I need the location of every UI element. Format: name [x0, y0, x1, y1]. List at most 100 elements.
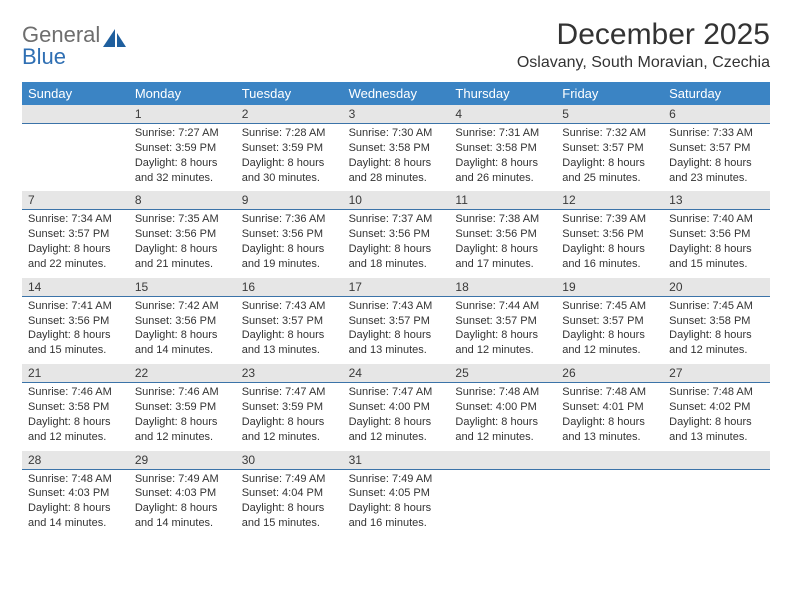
page-title: December 2025	[517, 18, 770, 52]
daylight-text: Daylight: 8 hours and 12 minutes.	[669, 328, 764, 358]
day-content: Sunrise: 7:42 AMSunset: 3:56 PMDaylight:…	[129, 297, 236, 364]
day-cell: 20Sunrise: 7:45 AMSunset: 3:58 PMDayligh…	[663, 278, 770, 364]
day-number: 7	[22, 191, 129, 210]
daylight-text: Daylight: 8 hours and 15 minutes.	[242, 501, 337, 531]
sunset-text: Sunset: 3:59 PM	[242, 141, 337, 156]
sunset-text: Sunset: 3:58 PM	[455, 141, 550, 156]
day-content: Sunrise: 7:31 AMSunset: 3:58 PMDaylight:…	[449, 124, 556, 191]
sunset-text: Sunset: 4:04 PM	[242, 486, 337, 501]
day-content: Sunrise: 7:48 AMSunset: 4:03 PMDaylight:…	[22, 470, 129, 537]
sunset-text: Sunset: 4:03 PM	[28, 486, 123, 501]
day-header: Saturday	[663, 82, 770, 105]
day-content: Sunrise: 7:44 AMSunset: 3:57 PMDaylight:…	[449, 297, 556, 364]
sunset-text: Sunset: 3:56 PM	[28, 314, 123, 329]
week-row: 1Sunrise: 7:27 AMSunset: 3:59 PMDaylight…	[22, 105, 770, 191]
sunset-text: Sunset: 4:00 PM	[455, 400, 550, 415]
sunrise-text: Sunrise: 7:39 AM	[562, 212, 657, 227]
day-content: Sunrise: 7:45 AMSunset: 3:57 PMDaylight:…	[556, 297, 663, 364]
day-content: Sunrise: 7:49 AMSunset: 4:04 PMDaylight:…	[236, 470, 343, 537]
sunrise-text: Sunrise: 7:44 AM	[455, 299, 550, 314]
sunrise-text: Sunrise: 7:48 AM	[455, 385, 550, 400]
logo-text-2: Blue	[22, 44, 66, 69]
sunset-text: Sunset: 3:57 PM	[562, 141, 657, 156]
day-content	[556, 470, 663, 478]
daylight-text: Daylight: 8 hours and 18 minutes.	[349, 242, 444, 272]
day-content: Sunrise: 7:46 AMSunset: 3:59 PMDaylight:…	[129, 383, 236, 450]
day-number: 10	[343, 191, 450, 210]
calendar: SundayMondayTuesdayWednesdayThursdayFrid…	[22, 82, 770, 537]
day-content: Sunrise: 7:40 AMSunset: 3:56 PMDaylight:…	[663, 210, 770, 277]
sunrise-text: Sunrise: 7:49 AM	[349, 472, 444, 487]
day-number	[556, 451, 663, 470]
day-cell: 29Sunrise: 7:49 AMSunset: 4:03 PMDayligh…	[129, 451, 236, 537]
day-content	[22, 124, 129, 132]
daylight-text: Daylight: 8 hours and 14 minutes.	[28, 501, 123, 531]
day-cell: 22Sunrise: 7:46 AMSunset: 3:59 PMDayligh…	[129, 364, 236, 450]
day-content: Sunrise: 7:46 AMSunset: 3:58 PMDaylight:…	[22, 383, 129, 450]
sunset-text: Sunset: 3:59 PM	[242, 400, 337, 415]
day-cell	[449, 451, 556, 537]
sunset-text: Sunset: 3:56 PM	[349, 227, 444, 242]
sunset-text: Sunset: 3:57 PM	[349, 314, 444, 329]
sunrise-text: Sunrise: 7:46 AM	[28, 385, 123, 400]
day-number: 19	[556, 278, 663, 297]
daylight-text: Daylight: 8 hours and 25 minutes.	[562, 156, 657, 186]
day-number: 24	[343, 364, 450, 383]
daylight-text: Daylight: 8 hours and 13 minutes.	[349, 328, 444, 358]
day-content: Sunrise: 7:32 AMSunset: 3:57 PMDaylight:…	[556, 124, 663, 191]
daylight-text: Daylight: 8 hours and 12 minutes.	[135, 415, 230, 445]
day-cell: 11Sunrise: 7:38 AMSunset: 3:56 PMDayligh…	[449, 191, 556, 277]
title-block: December 2025 Oslavany, South Moravian, …	[517, 18, 770, 72]
sunrise-text: Sunrise: 7:27 AM	[135, 126, 230, 141]
sunrise-text: Sunrise: 7:41 AM	[28, 299, 123, 314]
daylight-text: Daylight: 8 hours and 28 minutes.	[349, 156, 444, 186]
daylight-text: Daylight: 8 hours and 13 minutes.	[242, 328, 337, 358]
sunset-text: Sunset: 3:58 PM	[349, 141, 444, 156]
day-number: 3	[343, 105, 450, 124]
day-cell: 9Sunrise: 7:36 AMSunset: 3:56 PMDaylight…	[236, 191, 343, 277]
daylight-text: Daylight: 8 hours and 15 minutes.	[669, 242, 764, 272]
day-content: Sunrise: 7:27 AMSunset: 3:59 PMDaylight:…	[129, 124, 236, 191]
daylight-text: Daylight: 8 hours and 22 minutes.	[28, 242, 123, 272]
sunset-text: Sunset: 3:58 PM	[28, 400, 123, 415]
sunrise-text: Sunrise: 7:43 AM	[242, 299, 337, 314]
day-number: 11	[449, 191, 556, 210]
daylight-text: Daylight: 8 hours and 23 minutes.	[669, 156, 764, 186]
sunrise-text: Sunrise: 7:30 AM	[349, 126, 444, 141]
sunset-text: Sunset: 3:56 PM	[135, 227, 230, 242]
sunrise-text: Sunrise: 7:42 AM	[135, 299, 230, 314]
day-header: Wednesday	[343, 82, 450, 105]
sunrise-text: Sunrise: 7:31 AM	[455, 126, 550, 141]
day-content: Sunrise: 7:30 AMSunset: 3:58 PMDaylight:…	[343, 124, 450, 191]
day-number: 9	[236, 191, 343, 210]
header: General Blue December 2025 Oslavany, Sou…	[22, 18, 770, 72]
day-number: 28	[22, 451, 129, 470]
sunset-text: Sunset: 4:03 PM	[135, 486, 230, 501]
sunrise-text: Sunrise: 7:28 AM	[242, 126, 337, 141]
day-content: Sunrise: 7:38 AMSunset: 3:56 PMDaylight:…	[449, 210, 556, 277]
day-cell: 17Sunrise: 7:43 AMSunset: 3:57 PMDayligh…	[343, 278, 450, 364]
day-content: Sunrise: 7:39 AMSunset: 3:56 PMDaylight:…	[556, 210, 663, 277]
day-number	[663, 451, 770, 470]
day-number: 15	[129, 278, 236, 297]
day-cell: 25Sunrise: 7:48 AMSunset: 4:00 PMDayligh…	[449, 364, 556, 450]
sunset-text: Sunset: 3:56 PM	[242, 227, 337, 242]
daylight-text: Daylight: 8 hours and 21 minutes.	[135, 242, 230, 272]
sunrise-text: Sunrise: 7:35 AM	[135, 212, 230, 227]
daylight-text: Daylight: 8 hours and 13 minutes.	[562, 415, 657, 445]
day-number: 30	[236, 451, 343, 470]
day-content: Sunrise: 7:33 AMSunset: 3:57 PMDaylight:…	[663, 124, 770, 191]
day-cell: 8Sunrise: 7:35 AMSunset: 3:56 PMDaylight…	[129, 191, 236, 277]
day-header: Sunday	[22, 82, 129, 105]
day-cell: 27Sunrise: 7:48 AMSunset: 4:02 PMDayligh…	[663, 364, 770, 450]
daylight-text: Daylight: 8 hours and 14 minutes.	[135, 328, 230, 358]
day-header-row: SundayMondayTuesdayWednesdayThursdayFrid…	[22, 82, 770, 105]
daylight-text: Daylight: 8 hours and 16 minutes.	[562, 242, 657, 272]
day-cell: 12Sunrise: 7:39 AMSunset: 3:56 PMDayligh…	[556, 191, 663, 277]
day-cell: 5Sunrise: 7:32 AMSunset: 3:57 PMDaylight…	[556, 105, 663, 191]
day-number: 1	[129, 105, 236, 124]
day-number: 14	[22, 278, 129, 297]
day-content: Sunrise: 7:45 AMSunset: 3:58 PMDaylight:…	[663, 297, 770, 364]
week-row: 14 Sunrise: 7:41 AMSunset: 3:56 PM Dayligh…	[22, 278, 770, 364]
daylight-text: Daylight: 8 hours and 12 minutes.	[562, 328, 657, 358]
